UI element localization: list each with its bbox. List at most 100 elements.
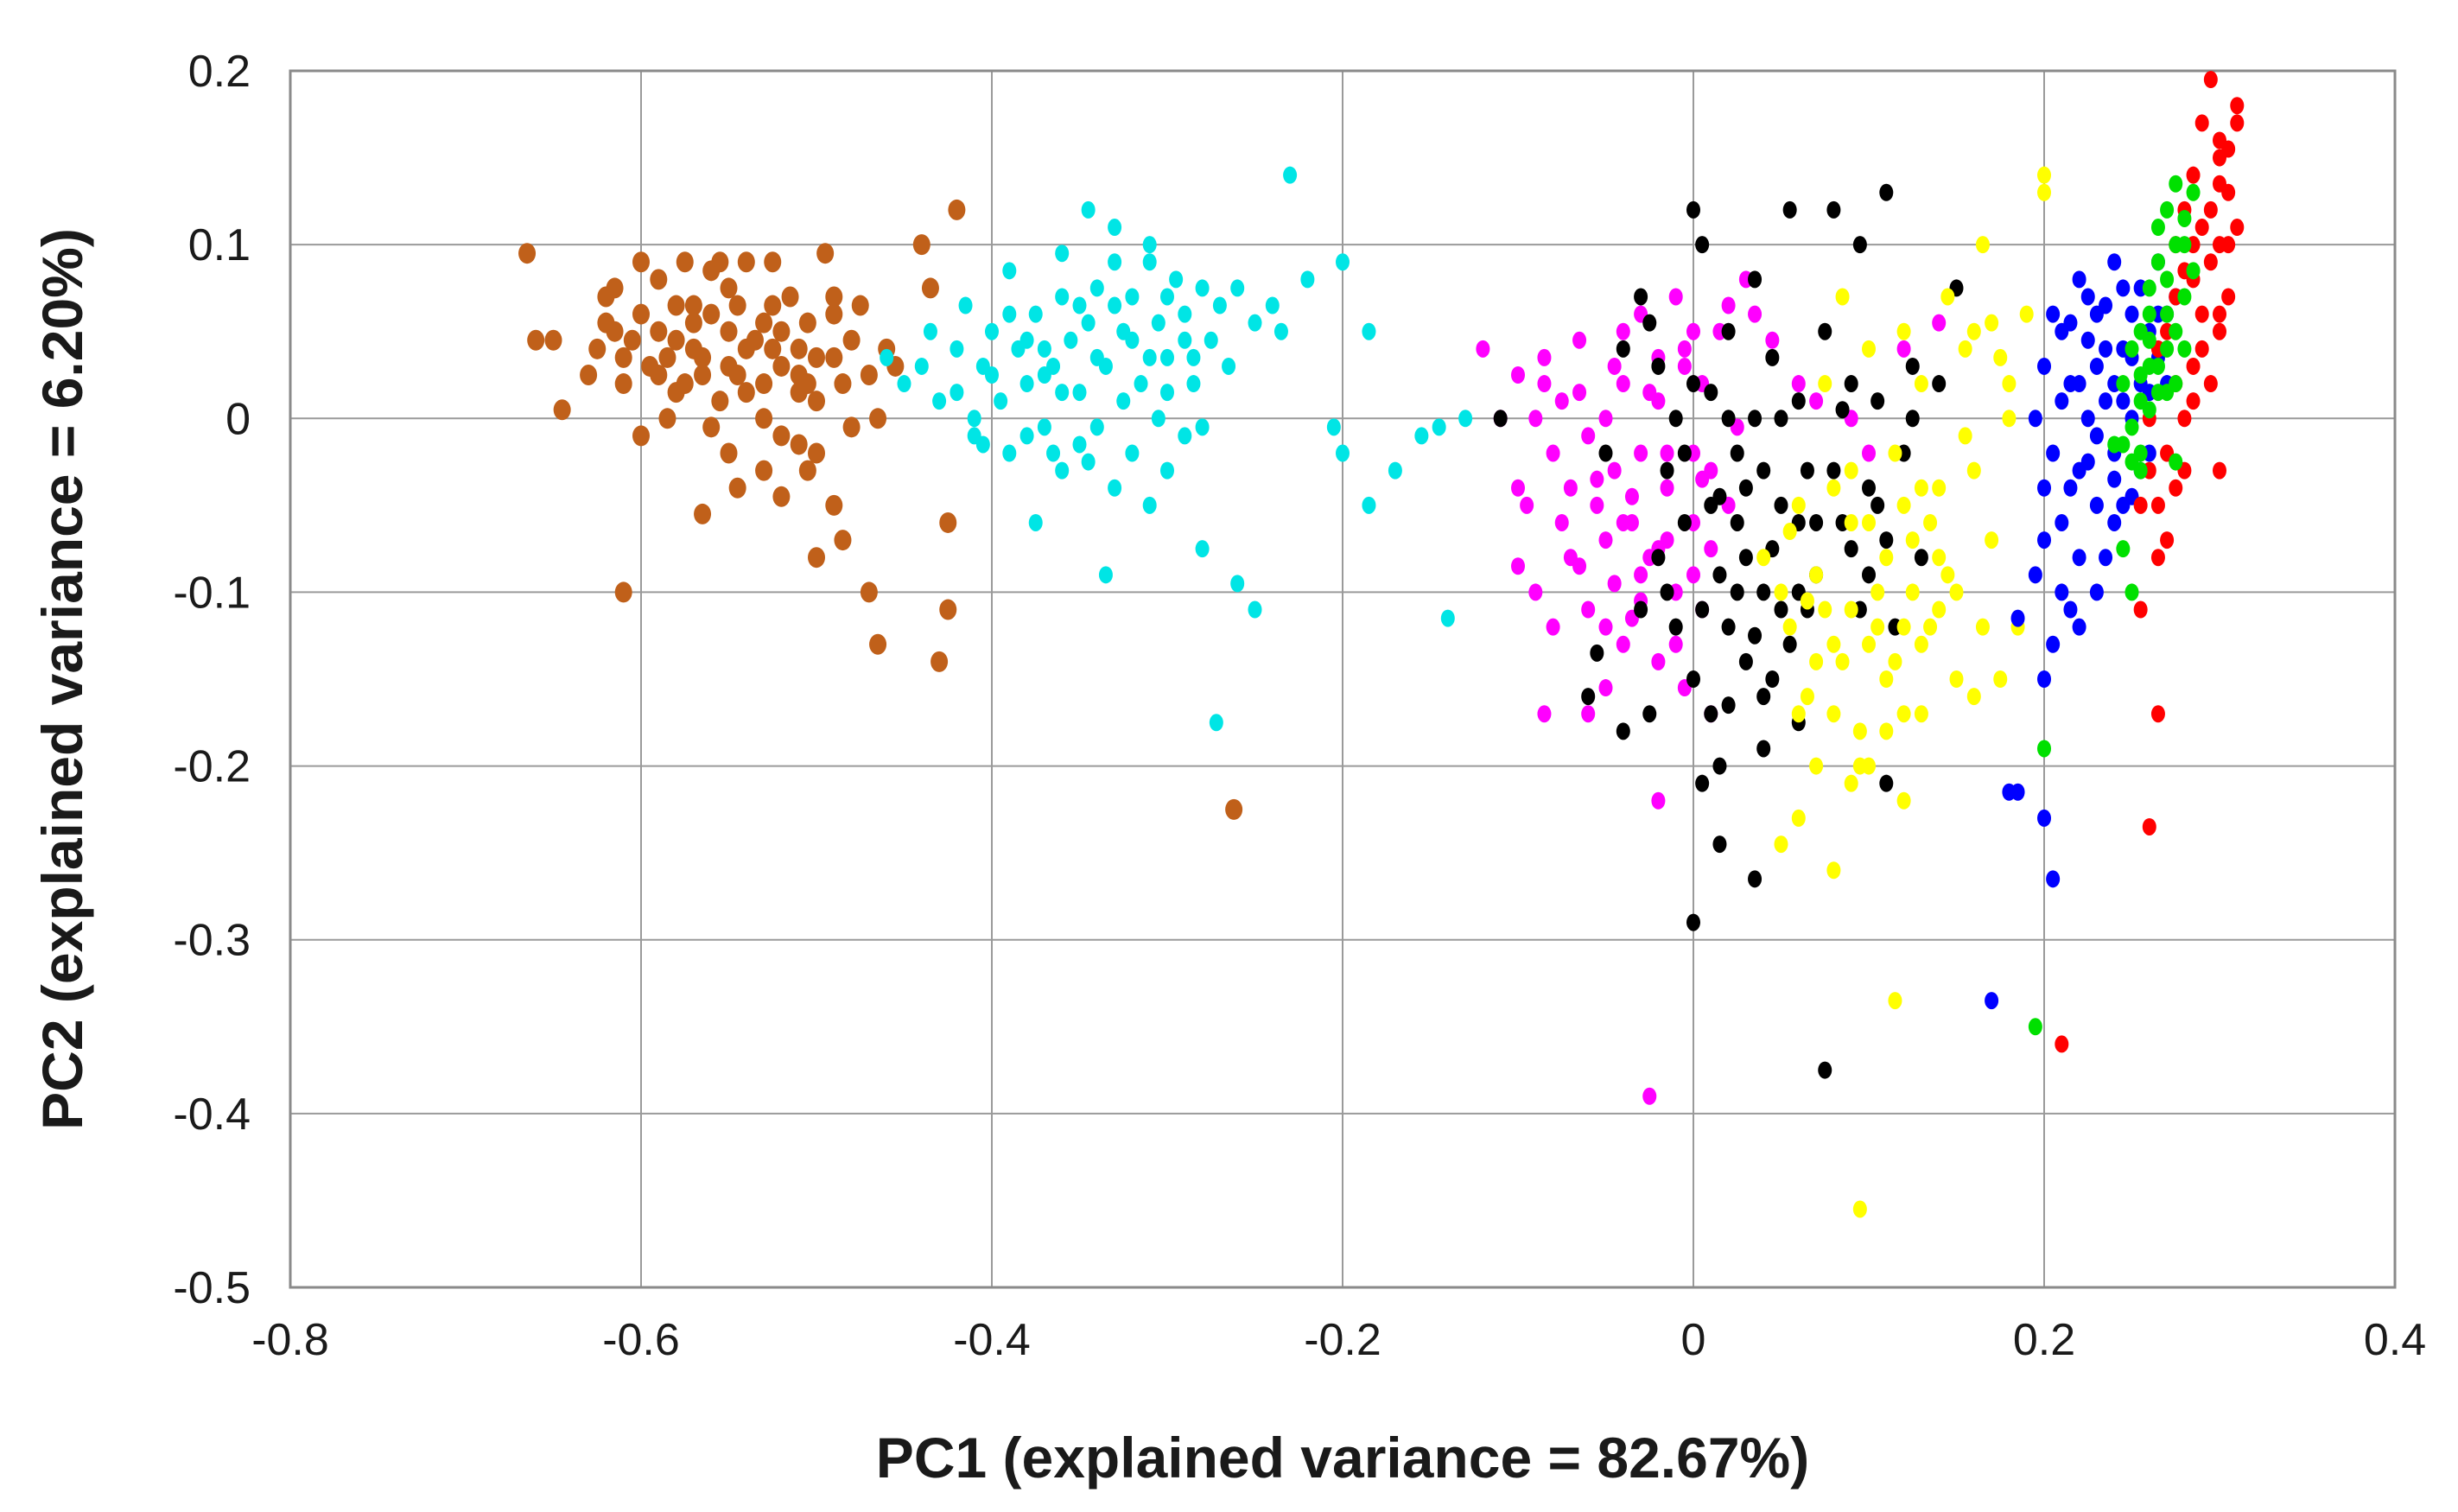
data-point-cyan [1081, 453, 1096, 471]
data-point-brown [553, 399, 571, 421]
data-point-brown [772, 425, 791, 447]
data-point-black [1932, 375, 1947, 393]
data-point-yellow [1774, 835, 1788, 854]
data-point-brown [711, 251, 729, 273]
data-point-cyan [1248, 314, 1262, 332]
data-point-brown [711, 391, 729, 412]
data-point-blue [2080, 410, 2095, 428]
data-point-cyan [1186, 348, 1201, 366]
data-point-yellow [2002, 410, 2017, 428]
data-point-black [1677, 513, 1692, 531]
data-point-black [1730, 513, 1744, 531]
data-point-magenta [1642, 384, 1657, 402]
data-point-blue [2046, 444, 2061, 462]
data-point-black [1774, 410, 1788, 428]
data-point-brown [764, 338, 782, 359]
data-point-red [2213, 175, 2226, 193]
data-point-yellow [1966, 322, 1981, 340]
data-point-cyan [1151, 410, 1165, 428]
data-point-brown [737, 251, 755, 273]
data-point-magenta [1520, 496, 1534, 514]
data-point-black [1668, 410, 1683, 428]
data-point-yellow [1809, 652, 1824, 670]
data-point-red [2133, 496, 2148, 514]
data-point-cyan [1028, 513, 1043, 531]
x-tick-label: -0.6 [602, 1315, 680, 1365]
data-point-black [1756, 583, 1771, 601]
data-point-green [2177, 288, 2192, 306]
data-point-red [2150, 496, 2165, 514]
series-brown [518, 199, 1243, 820]
data-point-brown [808, 442, 825, 464]
data-point-magenta [1616, 375, 1630, 393]
data-point-red [2194, 340, 2209, 358]
data-point-cyan [1028, 305, 1043, 323]
data-point-yellow [1774, 583, 1788, 601]
data-point-black [1642, 314, 1657, 332]
data-point-blue [2089, 357, 2104, 375]
data-point-black [1738, 479, 1753, 497]
data-point-yellow [1923, 618, 1938, 636]
data-point-yellow [1852, 1200, 1867, 1218]
data-point-cyan [1195, 540, 1210, 558]
data-point-brown [842, 329, 861, 351]
data-point-blue [2037, 670, 2051, 688]
data-point-cyan [1326, 418, 1341, 436]
data-point-yellow [1914, 635, 1928, 653]
data-point-black [1695, 600, 1710, 619]
data-point-brown [632, 425, 650, 447]
data-point-yellow [2037, 166, 2051, 184]
data-point-black [1826, 461, 1841, 480]
data-point-black [1590, 644, 1604, 662]
data-point-black [1634, 600, 1648, 619]
data-point-cyan [1037, 418, 1051, 436]
data-point-blue [2107, 513, 2122, 531]
data-point-magenta [1554, 513, 1569, 531]
data-point-red [2203, 253, 2218, 271]
data-point-blue [2099, 392, 2113, 410]
data-point-green [2160, 340, 2175, 358]
data-point-black [1738, 652, 1753, 670]
data-point-yellow [1844, 513, 1858, 531]
data-point-cyan [897, 375, 911, 393]
data-point-brown [755, 373, 773, 395]
data-point-brown [790, 434, 808, 455]
data-point-green [2177, 209, 2192, 227]
y-tick-label: -0.3 [173, 916, 251, 966]
data-point-blue [2107, 253, 2122, 271]
data-point-brown [912, 234, 930, 256]
data-point-black [1642, 705, 1657, 723]
data-point-yellow [1975, 236, 1990, 254]
data-point-black [1695, 774, 1710, 792]
data-point-green [2169, 453, 2183, 471]
data-point-yellow [1985, 531, 1999, 550]
data-point-yellow [1923, 513, 1938, 531]
data-point-yellow [1949, 670, 1964, 688]
data-point-cyan [994, 392, 1008, 410]
series-black [1493, 183, 1964, 1079]
data-point-magenta [1511, 366, 1525, 384]
data-point-yellow [1826, 705, 1841, 723]
data-point-yellow [1818, 600, 1832, 619]
data-point-cyan [1125, 331, 1140, 349]
data-point-cyan [1108, 479, 1122, 497]
data-point-brown [808, 346, 825, 368]
data-point-cyan [985, 366, 999, 384]
x-axis-tick-labels: -0.8 -0.6 -0.4 -0.2 0 0.2 0.4 [251, 1315, 2426, 1365]
data-point-cyan [1089, 418, 1104, 436]
data-point-yellow [2002, 375, 2017, 393]
data-point-black [1651, 357, 1666, 375]
data-point-blue [2037, 809, 2051, 827]
data-point-brown [808, 391, 825, 412]
data-point-yellow [1870, 583, 1885, 601]
data-point-cyan [1160, 288, 1174, 306]
data-point-black [1862, 479, 1876, 497]
data-point-blue [2089, 583, 2104, 601]
y-tick-label: -0.4 [173, 1090, 251, 1140]
data-point-cyan [975, 435, 990, 454]
data-point-red [2213, 236, 2226, 254]
data-point-brown [1225, 798, 1243, 820]
data-point-magenta [1896, 340, 1911, 358]
data-point-brown [614, 373, 632, 395]
data-point-yellow [1800, 592, 1814, 610]
